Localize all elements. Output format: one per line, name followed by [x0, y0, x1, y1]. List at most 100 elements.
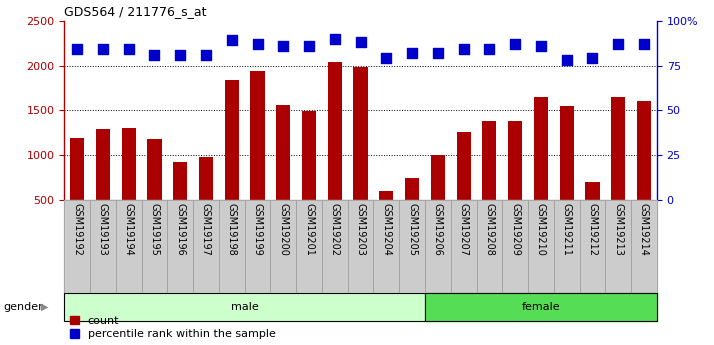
Text: GSM19196: GSM19196	[175, 203, 185, 256]
Point	[278, 43, 289, 49]
Point	[303, 43, 315, 49]
Point	[613, 41, 624, 47]
Text: GSM19209: GSM19209	[511, 203, 521, 256]
Text: GSM19214: GSM19214	[639, 203, 649, 256]
Text: GSM19195: GSM19195	[149, 203, 159, 256]
FancyBboxPatch shape	[141, 200, 167, 293]
FancyBboxPatch shape	[528, 200, 554, 293]
Text: GSM19213: GSM19213	[613, 203, 623, 256]
Bar	[64, 293, 425, 321]
Text: male: male	[231, 302, 258, 312]
FancyBboxPatch shape	[219, 200, 245, 293]
Bar	[328, 62, 342, 200]
Text: GSM19192: GSM19192	[72, 203, 82, 256]
Text: GSM19200: GSM19200	[278, 203, 288, 256]
FancyBboxPatch shape	[64, 200, 90, 293]
FancyBboxPatch shape	[167, 200, 193, 293]
FancyBboxPatch shape	[476, 200, 502, 293]
Bar	[456, 132, 471, 200]
FancyBboxPatch shape	[580, 200, 605, 293]
Bar	[534, 97, 548, 200]
Text: gender: gender	[4, 302, 44, 312]
Point	[200, 52, 211, 58]
Point	[226, 38, 238, 43]
Point	[71, 47, 83, 52]
Text: GSM19205: GSM19205	[407, 203, 417, 256]
Bar	[225, 80, 238, 200]
Text: GSM19193: GSM19193	[98, 203, 108, 256]
Point	[174, 52, 186, 58]
FancyBboxPatch shape	[554, 200, 580, 293]
FancyBboxPatch shape	[193, 200, 219, 293]
FancyBboxPatch shape	[425, 200, 451, 293]
Bar	[121, 128, 136, 200]
Bar	[147, 139, 161, 200]
Bar	[199, 157, 213, 200]
FancyBboxPatch shape	[631, 200, 657, 293]
FancyBboxPatch shape	[322, 200, 348, 293]
Bar	[585, 182, 600, 200]
Point	[483, 47, 495, 52]
Point	[406, 50, 418, 56]
Point	[587, 56, 598, 61]
Bar	[302, 111, 316, 200]
FancyBboxPatch shape	[502, 200, 528, 293]
Text: GSM19204: GSM19204	[381, 203, 391, 256]
FancyBboxPatch shape	[605, 200, 631, 293]
Point	[329, 36, 341, 41]
Bar	[560, 106, 574, 200]
Bar	[425, 293, 657, 321]
Text: GDS564 / 211776_s_at: GDS564 / 211776_s_at	[64, 5, 207, 18]
Point	[149, 52, 160, 58]
FancyBboxPatch shape	[348, 200, 373, 293]
FancyBboxPatch shape	[399, 200, 425, 293]
Point	[355, 39, 366, 45]
Legend: count, percentile rank within the sample: count, percentile rank within the sample	[70, 316, 276, 339]
Point	[458, 47, 469, 52]
Text: female: female	[522, 302, 560, 312]
Point	[97, 47, 109, 52]
Bar	[508, 121, 522, 200]
Bar	[353, 67, 368, 200]
Text: GSM19210: GSM19210	[536, 203, 546, 256]
Text: GSM19203: GSM19203	[356, 203, 366, 256]
Point	[123, 47, 134, 52]
FancyBboxPatch shape	[373, 200, 399, 293]
Text: GSM19197: GSM19197	[201, 203, 211, 256]
Point	[536, 43, 547, 49]
Point	[252, 41, 263, 47]
Point	[561, 57, 573, 63]
Bar	[405, 178, 419, 200]
Bar	[96, 129, 110, 200]
FancyBboxPatch shape	[451, 200, 476, 293]
Text: GSM19212: GSM19212	[588, 203, 598, 256]
Bar	[611, 97, 625, 200]
Text: GSM19211: GSM19211	[562, 203, 572, 256]
FancyBboxPatch shape	[116, 200, 141, 293]
Bar	[483, 121, 496, 200]
Bar	[431, 155, 445, 200]
Text: GSM19194: GSM19194	[124, 203, 134, 256]
FancyBboxPatch shape	[271, 200, 296, 293]
Bar	[276, 105, 291, 200]
Text: GSM19206: GSM19206	[433, 203, 443, 256]
Text: GSM19208: GSM19208	[484, 203, 494, 256]
Point	[381, 56, 392, 61]
Text: ▶: ▶	[41, 302, 49, 312]
Bar	[637, 101, 651, 200]
Point	[432, 50, 443, 56]
FancyBboxPatch shape	[245, 200, 271, 293]
Point	[638, 41, 650, 47]
Text: GSM19199: GSM19199	[253, 203, 263, 256]
Text: GSM19198: GSM19198	[227, 203, 237, 256]
Text: GSM19207: GSM19207	[458, 203, 468, 256]
Bar	[70, 138, 84, 200]
Text: GSM19201: GSM19201	[304, 203, 314, 256]
Text: GSM19202: GSM19202	[330, 203, 340, 256]
Point	[510, 41, 521, 47]
Bar	[251, 71, 265, 200]
Bar	[379, 191, 393, 200]
FancyBboxPatch shape	[90, 200, 116, 293]
Bar	[173, 162, 187, 200]
FancyBboxPatch shape	[296, 200, 322, 293]
